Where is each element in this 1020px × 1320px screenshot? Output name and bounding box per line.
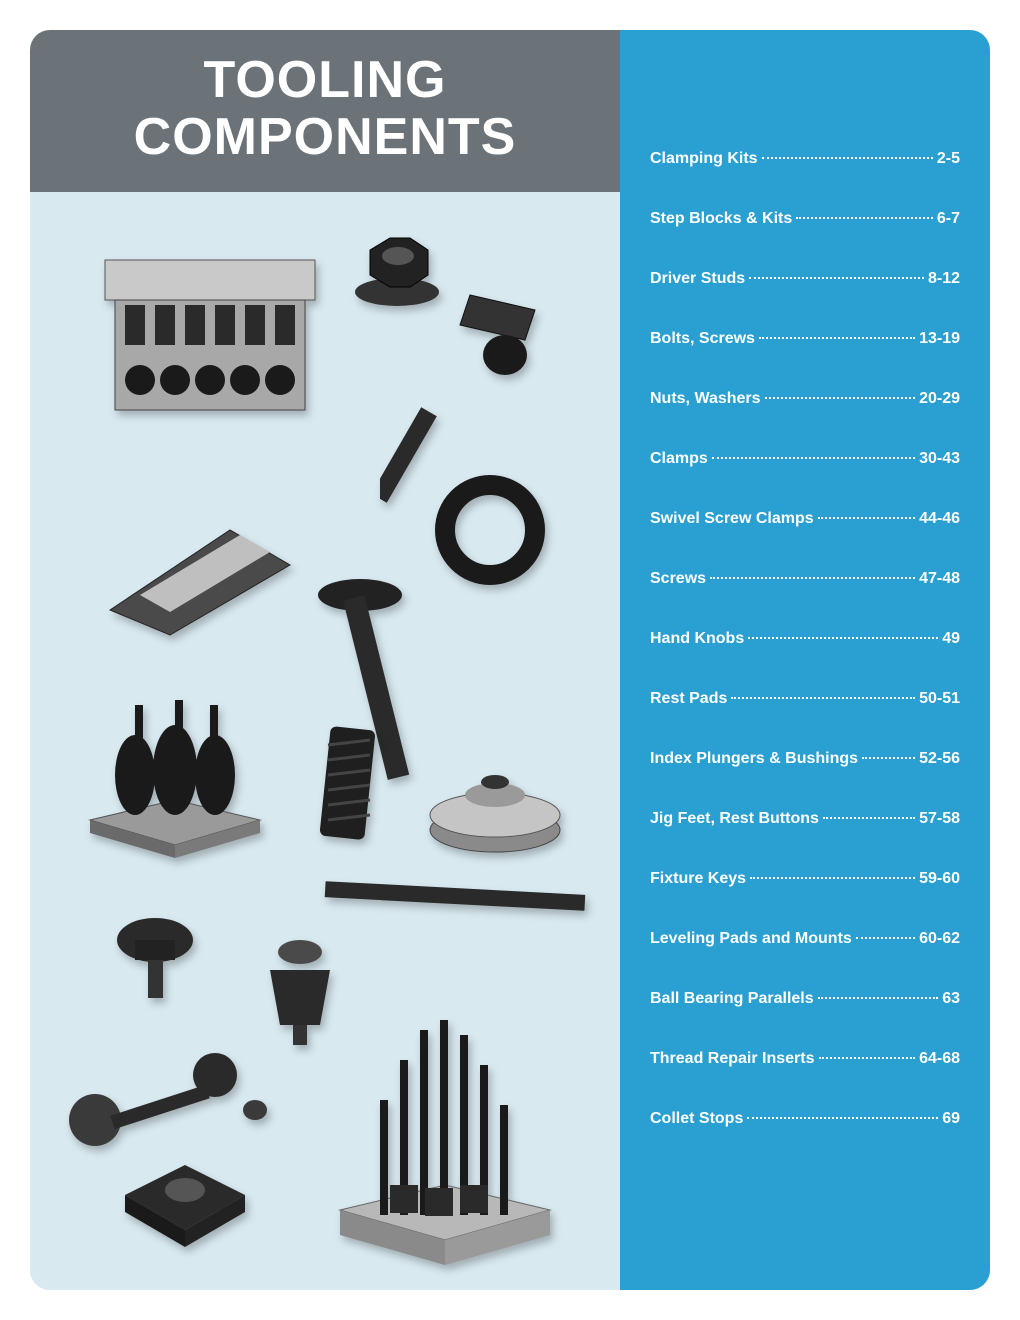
toc-leader-dots [862,757,915,759]
left-column: TOOLING COMPONENTS [30,30,620,1290]
toc-leader-dots [819,1057,916,1059]
toc-label: Fixture Keys [650,870,746,888]
toc-leader-dots [765,397,916,399]
toc-row[interactable]: Fixture Keys 59-60 [650,870,960,888]
toc-row[interactable]: Bolts, Screws 13-19 [650,330,960,348]
toc-label: Swivel Screw Clamps [650,510,814,528]
stud-block-set-icon [80,690,270,860]
t-nut-icon [115,1135,255,1250]
toc-label: Index Plungers & Bushings [650,750,858,768]
toc-pages: 13-19 [919,330,960,348]
title-line-1: TOOLING [40,52,610,109]
toc-row[interactable]: Rest Pads 50-51 [650,690,960,708]
toc-row[interactable]: Step Blocks & Kits 6-7 [650,210,960,228]
toc-row[interactable]: Clamps 30-43 [650,450,960,468]
toc-label: Jig Feet, Rest Buttons [650,810,819,828]
toc-label: Collet Stops [650,1110,743,1128]
toc-leader-dots [710,577,915,579]
toc-row[interactable]: Hand Knobs 49 [650,630,960,648]
toc-row[interactable]: Clamping Kits 2-5 [650,150,960,168]
toc-label: Hand Knobs [650,630,744,648]
toc-list: Clamping Kits 2-5 Step Blocks & Kits 6-7 Dri… [650,150,960,1128]
toc-pages: 47-48 [919,570,960,588]
toc-pages: 60-62 [919,930,960,948]
toc-pages: 2-5 [937,150,960,168]
toc-label: Leveling Pads and Mounts [650,930,852,948]
clamping-kit-plate-icon [325,1010,560,1280]
toc-row[interactable]: Leveling Pads and Mounts 60-62 [650,930,960,948]
toc-leader-dots [759,337,915,339]
toc-pages: 59-60 [919,870,960,888]
step-clamp-icon [100,510,300,640]
toc-pages: 44-46 [919,510,960,528]
title-line-2: COMPONENTS [40,109,610,166]
toc-label: Clamps [650,450,708,468]
toc-pages: 50-51 [919,690,960,708]
toc-leader-dots [750,877,915,879]
toc-leader-dots [748,637,938,639]
toc-leader-dots [856,937,915,939]
toc-label: Nuts, Washers [650,390,761,408]
toc-leader-dots [731,697,915,699]
clamping-kit-rack-icon [100,250,320,425]
toc-label: Rest Pads [650,690,727,708]
flanged-hex-nut-icon [350,230,445,310]
toc-leader-dots [749,277,924,279]
toc-sidebar: Clamping Kits 2-5 Step Blocks & Kits 6-7 Dri… [620,30,990,1290]
toc-pages: 6-7 [937,210,960,228]
toc-leader-dots [762,157,933,159]
toc-pages: 30-43 [919,450,960,468]
product-image-area [30,190,620,1290]
toc-pages: 20-29 [919,390,960,408]
title-bar: TOOLING COMPONENTS [30,30,620,192]
threaded-stud-icon [320,870,590,920]
toc-pages: 69 [942,1110,960,1128]
t-slot-bolt-icon [450,285,550,385]
toc-row[interactable]: Collet Stops 69 [650,1110,960,1128]
toc-label: Driver Studs [650,270,745,288]
toc-leader-dots [818,997,939,999]
toc-leader-dots [747,1117,938,1119]
toc-label: Bolts, Screws [650,330,755,348]
eye-bolt-icon [380,400,550,585]
toc-label: Screws [650,570,706,588]
toc-pages: 49 [942,630,960,648]
toc-leader-dots [823,817,915,819]
catalog-page: TOOLING COMPONENTS [0,0,1020,1320]
content-card: TOOLING COMPONENTS [30,30,990,1290]
toc-row[interactable]: Swivel Screw Clamps 44-46 [650,510,960,528]
toc-label: Step Blocks & Kits [650,210,792,228]
toc-row[interactable]: Jig Feet, Rest Buttons 57-58 [650,810,960,828]
toc-row[interactable]: Thread Repair Inserts 64-68 [650,1050,960,1068]
toc-pages: 64-68 [919,1050,960,1068]
toc-pages: 57-58 [919,810,960,828]
toc-row[interactable]: Screws 47-48 [650,570,960,588]
toc-label: Ball Bearing Parallels [650,990,814,1008]
toc-leader-dots [818,517,915,519]
toc-row[interactable]: Index Plungers & Bushings 52-56 [650,750,960,768]
set-screw-icon [300,720,390,845]
toc-leader-dots [712,457,915,459]
toc-pages: 52-56 [919,750,960,768]
toc-label: Thread Repair Inserts [650,1050,815,1068]
toc-label: Clamping Kits [650,150,758,168]
toc-row[interactable]: Driver Studs 8-12 [650,270,960,288]
toc-row[interactable]: Ball Bearing Parallels 63 [650,990,960,1008]
leveling-pad-icon [425,760,565,855]
knurled-knob-1-icon [110,910,200,1005]
toc-pages: 63 [942,990,960,1008]
toc-row[interactable]: Nuts, Washers 20-29 [650,390,960,408]
toc-pages: 8-12 [928,270,960,288]
toc-leader-dots [796,217,933,219]
